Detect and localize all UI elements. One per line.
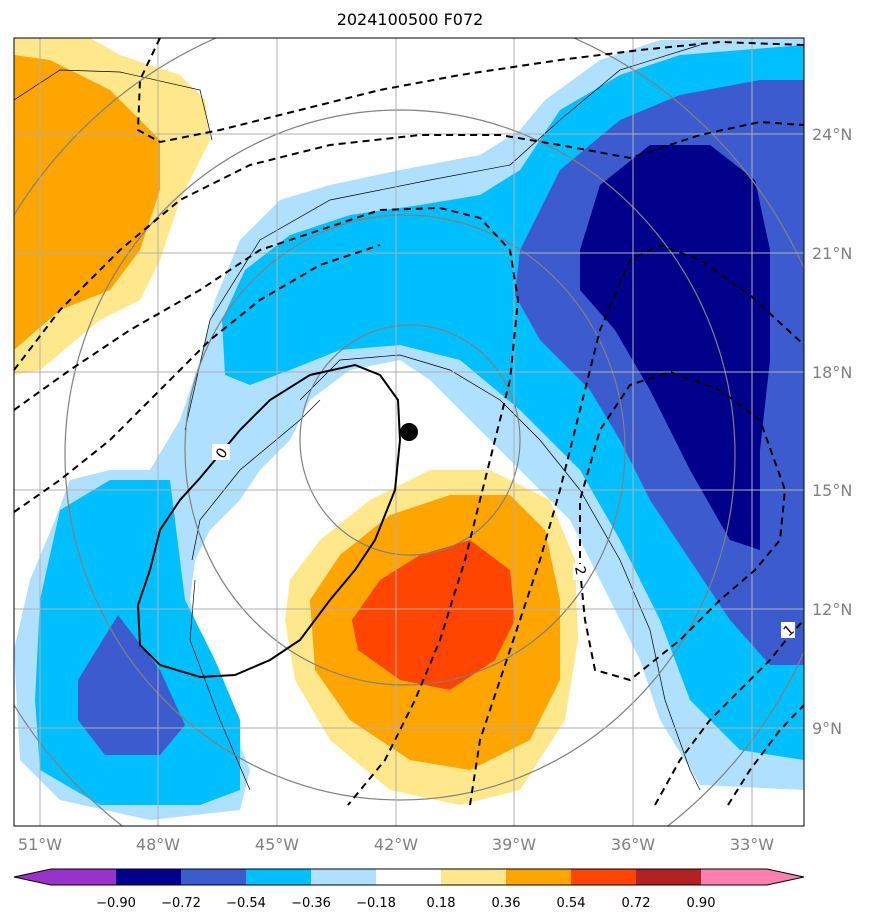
colorbar-swatch bbox=[181, 869, 246, 885]
colorbar-label: −0.90 bbox=[96, 896, 136, 911]
x-tick-label: 36°W bbox=[611, 835, 655, 854]
dashed-contour-north-1 bbox=[136, 38, 804, 144]
dashed-contour-sw bbox=[14, 244, 381, 513]
thin-contour-outer bbox=[184, 44, 701, 431]
map-layers: 0 2 1 bbox=[14, 38, 804, 826]
colorbar-label: −0.54 bbox=[226, 896, 266, 911]
figure-title: 2024100500 F072 bbox=[336, 10, 484, 29]
dashed-a-label-bg bbox=[573, 564, 587, 580]
colorbar-label: −0.18 bbox=[356, 896, 396, 911]
y-tick-label: 12°N bbox=[812, 600, 852, 619]
storm-center-marker bbox=[400, 423, 418, 441]
colorbar-label: −0.36 bbox=[291, 896, 331, 911]
dashed-contour-north-2 bbox=[14, 120, 804, 371]
colorbar-swatch bbox=[246, 869, 311, 885]
colorbar-swatch bbox=[51, 869, 116, 885]
colorbar-label: 0.90 bbox=[687, 896, 716, 911]
map-frame bbox=[13, 37, 805, 827]
thin-contour-nw bbox=[14, 69, 213, 141]
x-tick-label: 51°W bbox=[18, 835, 62, 854]
shade-pos-054-south bbox=[352, 540, 515, 690]
colorbar: −0.90 −0.72 −0.54 −0.36 −0.18 0.18 0.36 … bbox=[13, 868, 805, 911]
dashed-contour-east-loop bbox=[579, 370, 787, 682]
gray-contours bbox=[14, 38, 804, 826]
x-tick-label: 45°W bbox=[255, 835, 299, 854]
x-tick-label: 39°W bbox=[492, 835, 536, 854]
colorbar-swatch bbox=[636, 869, 701, 885]
colorbar-swatch bbox=[116, 869, 181, 885]
gray-contour-ring-1 bbox=[299, 324, 521, 556]
colorbar-swatch bbox=[376, 869, 441, 885]
colorbar-swatch bbox=[311, 869, 376, 885]
x-tick-label: 48°W bbox=[136, 835, 180, 854]
y-tick-label: 21°N bbox=[812, 244, 852, 263]
dashed-contour-mid bbox=[14, 206, 520, 806]
colorbar-swatch bbox=[701, 869, 767, 885]
shade-pos-036-northwest bbox=[14, 55, 160, 350]
gray-contour-ring-2 bbox=[184, 214, 626, 686]
grid-lines bbox=[14, 38, 804, 826]
colorbar-swatch bbox=[441, 869, 506, 885]
y-tick-label: 24°N bbox=[812, 125, 852, 144]
thin-contour-inner bbox=[299, 354, 701, 791]
x-tick-label: 42°W bbox=[374, 835, 418, 854]
shade-neg-072-core bbox=[580, 145, 770, 550]
colorbar-swatch bbox=[506, 869, 571, 885]
x-axis-labels: 51°W 48°W 45°W 42°W 39°W 36°W 33°W bbox=[18, 835, 774, 854]
x-tick-label: 33°W bbox=[730, 835, 774, 854]
dashed-contour-se-2 bbox=[727, 704, 804, 806]
colorbar-extend-high bbox=[767, 869, 804, 885]
dashed-contour-label-a: 2 bbox=[571, 565, 588, 577]
dashed-contours bbox=[14, 38, 804, 806]
colorbar-label: 0.18 bbox=[427, 896, 456, 911]
zero-contour bbox=[136, 363, 402, 679]
y-tick-label: 9°N bbox=[812, 719, 842, 738]
colorbar-label: 0.36 bbox=[492, 896, 521, 911]
colorbar-swatch bbox=[571, 869, 636, 885]
colorbar-label: 0.72 bbox=[622, 896, 651, 911]
colorbar-label: −0.72 bbox=[161, 896, 201, 911]
zero-label-bg bbox=[212, 444, 230, 460]
y-axis-labels: 24°N 21°N 18°N 15°N 12°N 9°N bbox=[812, 125, 852, 738]
dashed-contour-east-2 bbox=[469, 243, 804, 806]
colorbar-extend-low bbox=[14, 869, 51, 885]
y-tick-label: 15°N bbox=[812, 481, 852, 500]
dashed-b-label-bg bbox=[781, 622, 795, 638]
colorbar-outline bbox=[13, 868, 805, 886]
thin-contour-loop bbox=[191, 399, 321, 561]
y-tick-label: 18°N bbox=[812, 363, 852, 382]
gray-contour-ring-3 bbox=[64, 109, 736, 801]
colorbar-label: 0.54 bbox=[557, 896, 586, 911]
